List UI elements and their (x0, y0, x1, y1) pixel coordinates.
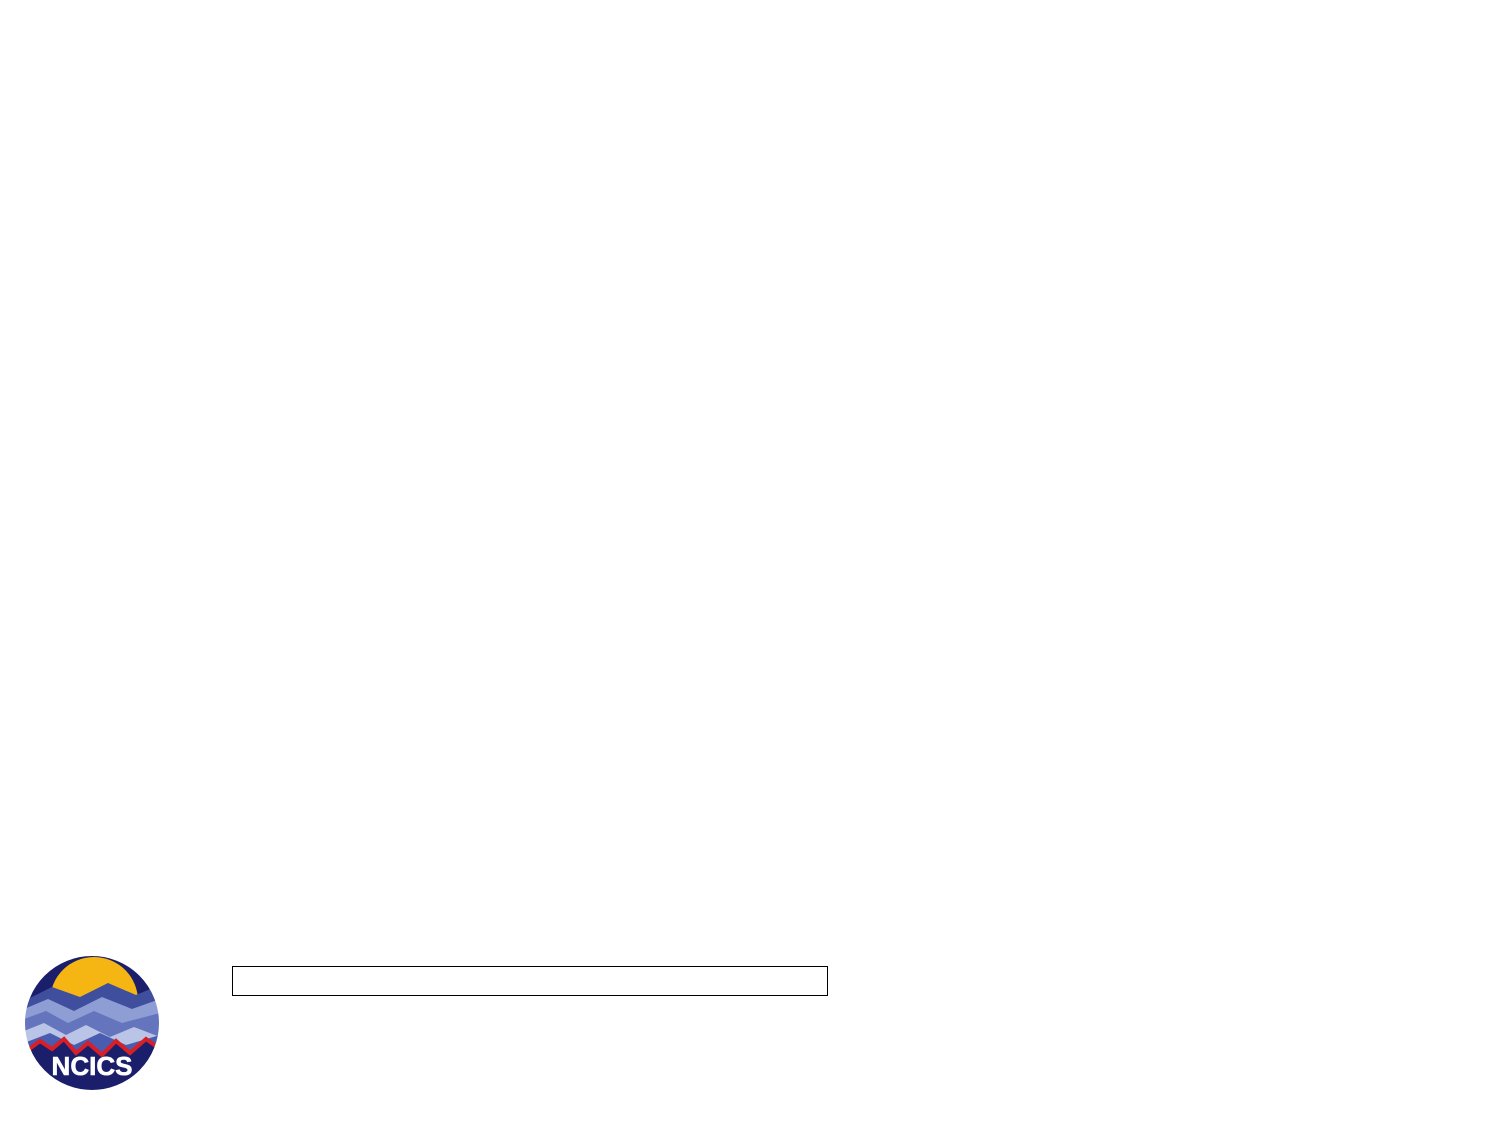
contour-legend (1078, 970, 1498, 1080)
ncics-logo: NCICS (22, 953, 162, 1093)
colorbar (232, 966, 828, 996)
logo-text: NCICS (52, 1051, 133, 1081)
